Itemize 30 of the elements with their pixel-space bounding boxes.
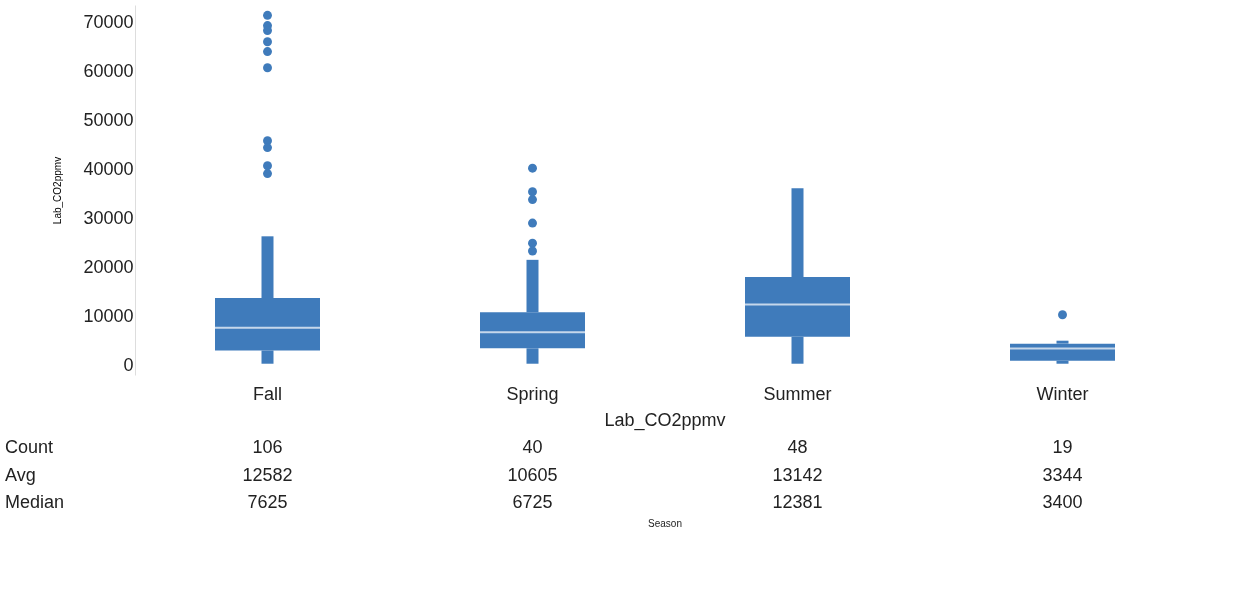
y-tick-label: 70000 <box>83 11 134 32</box>
text: 3344 <box>1042 464 1083 485</box>
y-tick-label: 60000 <box>83 60 134 81</box>
text: 10605 <box>507 464 558 485</box>
text: 106 <box>252 437 283 458</box>
y-tick-label: 10000 <box>83 305 134 326</box>
x-tick-label: Winter <box>1036 383 1089 404</box>
text: Count <box>5 437 54 458</box>
x-tick-label: Summer <box>763 383 832 404</box>
text: 7625 <box>247 492 288 513</box>
text: 13142 <box>772 464 823 485</box>
text: 48 <box>787 437 808 458</box>
text: Avg <box>5 464 36 485</box>
text: 40 <box>522 437 543 458</box>
text: 6725 <box>512 492 553 513</box>
text: Median <box>5 492 65 513</box>
y-axis-title: Lab_CO2ppmv <box>52 156 64 225</box>
y-tick-label: 0 <box>123 354 134 375</box>
y-tick-label: 30000 <box>83 207 134 228</box>
text: 19 <box>1052 437 1073 458</box>
x-tick-label: Fall <box>252 383 283 404</box>
text: 12381 <box>772 492 823 513</box>
y-tick-label: 20000 <box>83 256 134 277</box>
y-tick-label: 50000 <box>83 109 134 130</box>
x-tick-label: Spring <box>506 383 559 404</box>
text: 3400 <box>1042 492 1083 513</box>
text: Season <box>648 518 682 529</box>
text: 12582 <box>242 464 293 485</box>
y-tick-label: 40000 <box>83 158 134 179</box>
text: Lab_CO2ppmv <box>604 409 726 431</box>
